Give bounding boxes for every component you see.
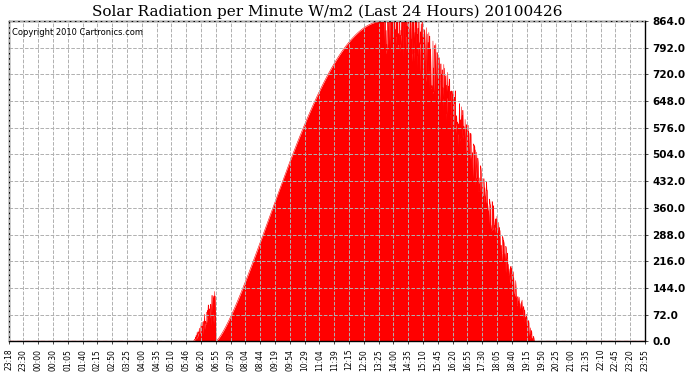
Title: Solar Radiation per Minute W/m2 (Last 24 Hours) 20100426: Solar Radiation per Minute W/m2 (Last 24… [92,4,562,18]
Text: Copyright 2010 Cartronics.com: Copyright 2010 Cartronics.com [12,27,143,36]
